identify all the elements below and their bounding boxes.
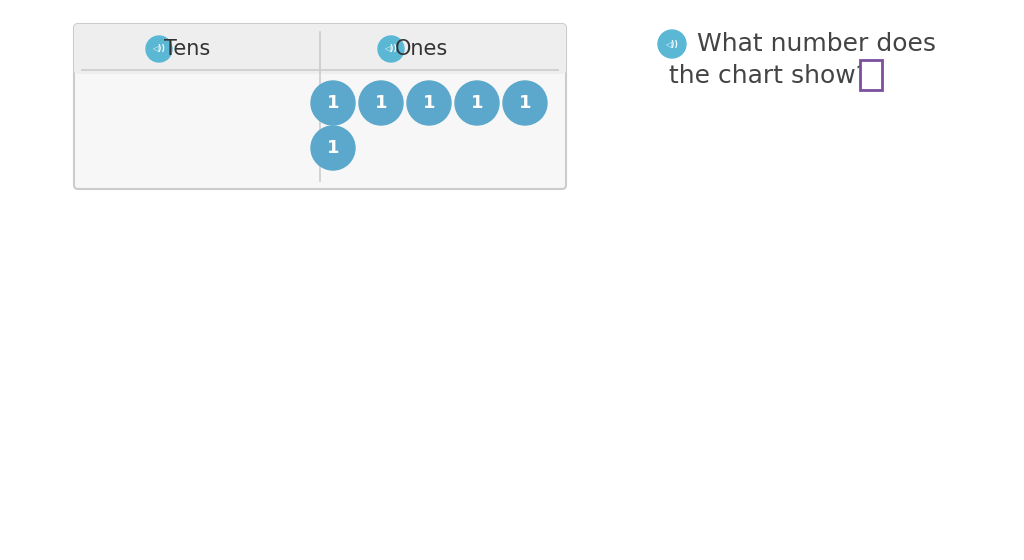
Text: 1: 1 (375, 94, 387, 112)
Circle shape (407, 81, 451, 125)
Circle shape (311, 81, 355, 125)
Text: the chart show?: the chart show? (669, 64, 869, 88)
FancyBboxPatch shape (860, 60, 882, 90)
FancyBboxPatch shape (74, 24, 566, 74)
Text: Tens: Tens (164, 39, 210, 59)
Text: ◁)): ◁)) (153, 44, 166, 54)
Text: 1: 1 (327, 139, 339, 157)
Text: 1: 1 (519, 94, 531, 112)
Text: ◁)): ◁)) (666, 40, 679, 49)
Text: 1: 1 (471, 94, 483, 112)
Circle shape (503, 81, 547, 125)
Text: 1: 1 (423, 94, 435, 112)
Circle shape (658, 30, 686, 58)
FancyBboxPatch shape (74, 24, 566, 189)
Text: What number does: What number does (697, 32, 936, 56)
Circle shape (455, 81, 499, 125)
Text: 1: 1 (327, 94, 339, 112)
Circle shape (359, 81, 403, 125)
Circle shape (311, 126, 355, 170)
Circle shape (146, 36, 172, 62)
Bar (78, 49, 562, 70)
Circle shape (378, 36, 404, 62)
Text: Ones: Ones (394, 39, 447, 59)
Text: ◁)): ◁)) (385, 44, 397, 54)
